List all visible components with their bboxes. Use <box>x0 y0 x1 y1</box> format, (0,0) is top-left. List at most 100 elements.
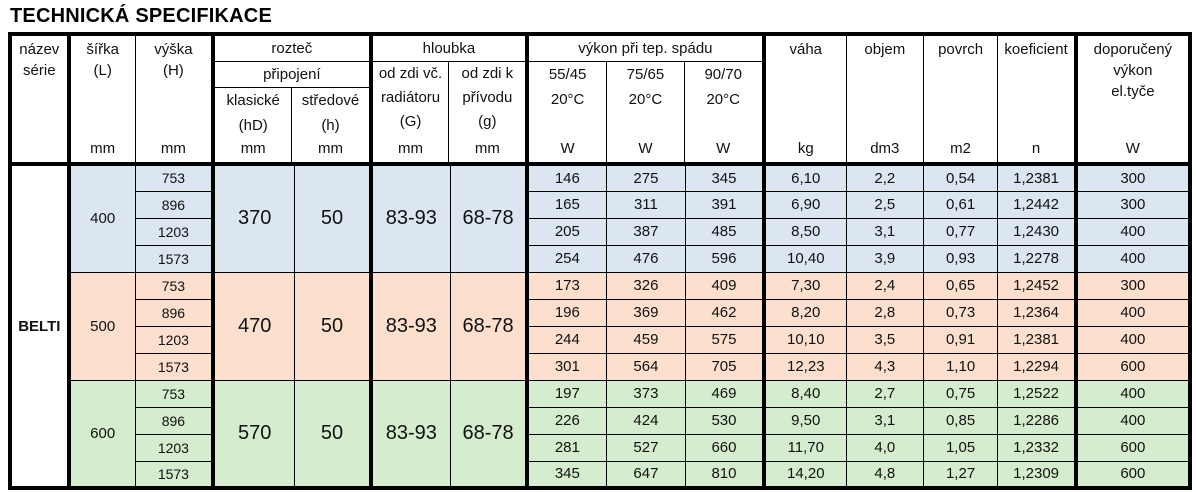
header-hloubka-title: hloubka <box>372 36 524 62</box>
header-vyska: výška (H) mm <box>134 33 216 166</box>
vyska-value: 1203 <box>134 325 216 354</box>
header-od-zdi-privodu: od zdi k přívodu (g) mm <box>461 65 514 157</box>
header-doporuceny-vykon: doporučený výkon el.tyče W <box>1075 33 1191 166</box>
w9070-value: 530 <box>685 406 766 435</box>
header-koeficient: koeficient n <box>997 33 1078 166</box>
vaha-value: 8,20 <box>763 298 847 327</box>
w9070-value: 705 <box>685 352 766 381</box>
vaha-value: 8,40 <box>763 379 847 408</box>
objem-value: 3,1 <box>845 217 924 246</box>
od-zdi-G-value: 83-93 <box>370 163 451 273</box>
klasicke-value: 570 <box>212 379 296 489</box>
vaha-value: 9,50 <box>763 406 847 435</box>
el-tyc-value: 400 <box>1075 217 1191 246</box>
objem-value: 4,3 <box>845 352 924 381</box>
table-row: 896 196 369 462 8,20 2,8 0,73 1,2364 400 <box>10 298 1191 327</box>
header-sirka-label: šířka <box>86 41 119 58</box>
w5545-value: 196 <box>526 298 607 327</box>
objem-value: 2,2 <box>845 163 924 192</box>
w9070-value: 462 <box>685 298 766 327</box>
header-vyska-unit: mm <box>160 140 186 157</box>
w7565-value: 476 <box>605 244 687 273</box>
vyska-value: 896 <box>134 190 216 219</box>
objem-value: 4,8 <box>845 460 924 489</box>
objem-value: 2,5 <box>845 190 924 219</box>
header-vyska-symbol: (H) <box>162 62 184 79</box>
w5545-value: 226 <box>526 406 607 435</box>
header-sirka: šířka (L) mm <box>68 33 136 166</box>
w7565-value: 647 <box>605 460 687 489</box>
klasicke-value: 370 <box>212 163 296 273</box>
povrch-value: 0,65 <box>922 271 999 300</box>
series-name-cell: BELTI <box>9 163 71 489</box>
w9070-value: 469 <box>685 379 766 408</box>
w9070-value: 660 <box>685 433 766 462</box>
w9070-value: 345 <box>685 163 766 192</box>
od-zdi-g-value: 68-78 <box>449 379 530 489</box>
vyska-value: 753 <box>134 271 216 300</box>
koeficient-value: 1,2294 <box>997 352 1078 381</box>
objem-value: 3,5 <box>845 325 924 354</box>
header-sirka-unit: mm <box>90 140 116 157</box>
w5545-value: 281 <box>526 433 607 462</box>
sirka-value: 400 <box>68 163 136 273</box>
w7565-value: 326 <box>605 271 687 300</box>
header-nazev-line2: série <box>23 62 56 79</box>
povrch-value: 1,27 <box>922 460 999 489</box>
povrch-value: 0,77 <box>922 217 999 246</box>
vyska-value: 753 <box>134 163 216 192</box>
header-roztec-group: rozteč připojení klasické (hD) mm středo… <box>212 33 373 166</box>
povrch-value: 0,75 <box>922 379 999 408</box>
sirka-value: 600 <box>68 379 136 489</box>
povrch-value: 0,54 <box>922 163 999 192</box>
header-nazev-serie: název série <box>9 33 71 166</box>
povrch-value: 1,10 <box>922 352 999 381</box>
stredove-value: 50 <box>294 163 373 273</box>
el-tyc-value: 400 <box>1075 325 1191 354</box>
stredove-value: 50 <box>294 379 373 489</box>
header-nazev-line1: název <box>19 41 60 58</box>
header-od-zdi-radiatoru: od zdi vč. radiátoru (G) mm <box>373 62 450 160</box>
el-tyc-value: 400 <box>1075 406 1191 435</box>
el-tyc-value: 300 <box>1075 271 1191 300</box>
od-zdi-g-value: 68-78 <box>449 163 530 273</box>
koeficient-value: 1,2381 <box>997 163 1078 192</box>
vyska-value: 753 <box>134 379 216 408</box>
table-row: 500 753 470 50 83-93 68-78 173 326 409 7… <box>10 271 1191 381</box>
koeficient-value: 1,2522 <box>997 379 1078 408</box>
koeficient-value: 1,2278 <box>997 244 1078 273</box>
table-row: 1203 281 527 660 11,70 4,0 1,05 1,2332 6… <box>10 433 1191 462</box>
vaha-value: 6,10 <box>763 163 847 192</box>
el-tyc-value: 600 <box>1075 460 1191 489</box>
vyska-value: 1573 <box>134 352 216 381</box>
vaha-value: 7,30 <box>763 271 847 300</box>
page-title: TECHNICKÁ SPECIFIKACE <box>10 5 272 27</box>
w7565-value: 373 <box>605 379 687 408</box>
table-row: 896 165 311 391 6,90 2,5 0,61 1,2442 300 <box>10 190 1191 219</box>
povrch-value: 0,91 <box>922 325 999 354</box>
sirka-value: 500 <box>68 271 136 381</box>
header-spad-90-70: 90/70 20°C W <box>704 66 742 157</box>
od-zdi-G-value: 83-93 <box>370 379 451 489</box>
header-vykon-title: výkon při tep. spádu <box>529 36 760 62</box>
w7565-value: 527 <box>605 433 687 462</box>
povrch-value: 0,85 <box>922 406 999 435</box>
povrch-value: 0,61 <box>922 190 999 219</box>
w5545-value: 345 <box>526 460 607 489</box>
objem-value: 2,4 <box>845 271 924 300</box>
stredove-value: 50 <box>294 271 373 381</box>
koeficient-value: 1,2430 <box>997 217 1078 246</box>
header-vyska-label: výška <box>154 41 193 58</box>
w5545-value: 197 <box>526 379 607 408</box>
koeficient-value: 1,2381 <box>997 325 1078 354</box>
el-tyc-value: 300 <box>1075 190 1191 219</box>
w5545-value: 146 <box>526 163 607 192</box>
header-hloubka-group: hloubka od zdi vč. radiátoru (G) mm od z… <box>370 33 530 166</box>
koeficient-value: 1,2364 <box>997 298 1078 327</box>
table-header-row: název série šířka (L) mm výška (H) mm <box>9 33 1191 166</box>
objem-value: 3,1 <box>845 406 924 435</box>
w9070-value: 391 <box>685 190 766 219</box>
objem-value: 2,8 <box>845 298 924 327</box>
header-roztec-title: rozteč <box>215 36 367 62</box>
